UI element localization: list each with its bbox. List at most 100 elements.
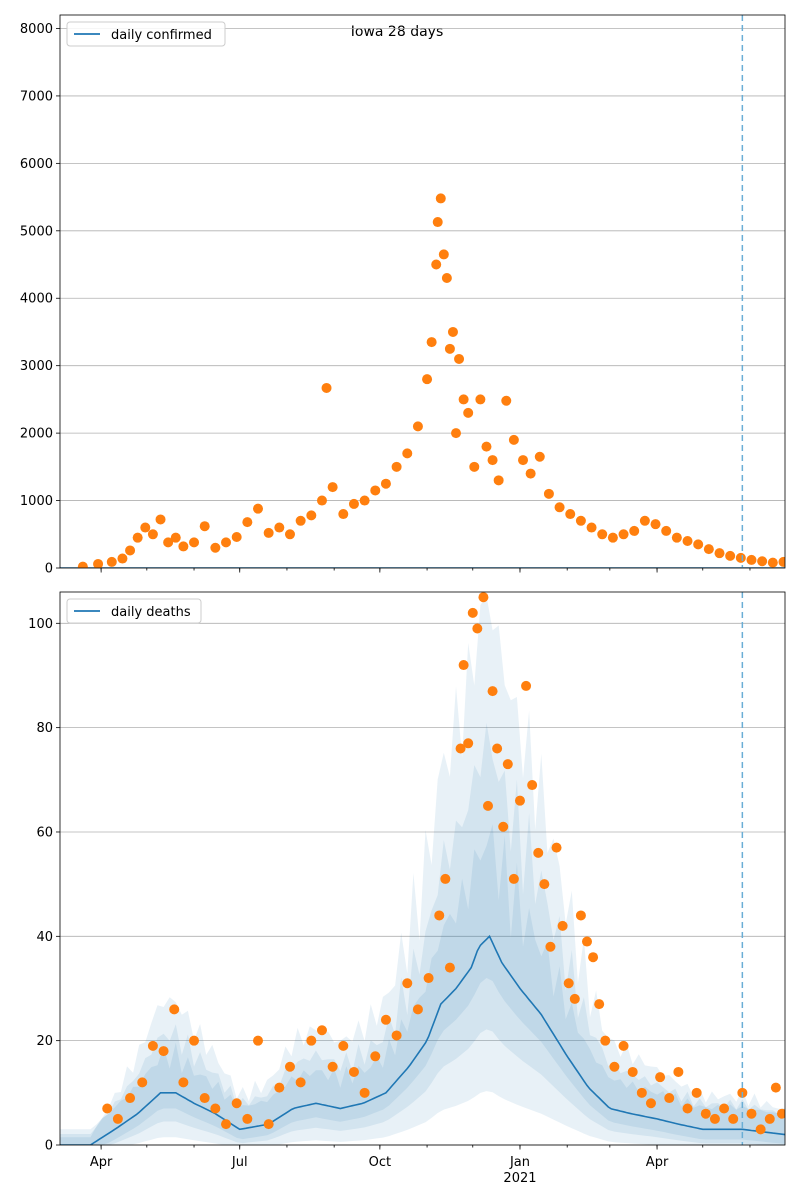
data-point [158,1046,169,1057]
data-point [728,1113,739,1124]
data-point [609,1061,620,1072]
data-point [455,743,466,754]
x-year-label: 2021 [503,1171,536,1186]
uncertainty-band [60,824,785,1145]
data-point [693,539,704,550]
uncertainty-band [60,722,785,1145]
data-point [441,273,452,284]
data-point [306,510,317,521]
y-tick-label: 1000 [20,494,53,509]
chart-title: Iowa 28 days [351,24,443,40]
data-point [242,517,253,528]
data-point [618,1040,629,1051]
data-point [554,502,565,513]
legend: daily deaths [66,598,202,624]
x-tick-label: Jul [231,1155,248,1170]
y-tick-label: 2000 [20,427,53,442]
data-point [274,522,285,533]
data-point [106,556,117,567]
data-point [527,780,538,791]
data-point [458,660,469,671]
data-point [682,536,693,547]
y-tick-label: 8000 [20,22,53,37]
y-tick-label: 40 [36,930,53,945]
data-point [402,448,413,459]
data-point [155,514,166,525]
legend: daily confirmed [66,21,226,47]
data-point [518,455,529,466]
data-point [521,680,532,691]
data-point [709,1113,720,1124]
data-point [645,1098,656,1109]
data-point [447,326,458,337]
data-point [423,973,434,984]
deaths-panel: 0 20 40 60 80 100 Apr Jul Oct Jan Apr 2021 daily dea… [28,591,786,1186]
data-point [514,795,525,806]
confirmed-panel: 0 1000 2000 3000 4000 5000 6000 7000 8000 daily c… [20,14,786,577]
data-point [569,993,580,1004]
data-point [627,1066,638,1077]
data-point [242,1113,253,1124]
data-point [600,1035,611,1046]
data-point [565,509,576,520]
data-point [703,544,714,555]
data-point [755,1124,766,1135]
data-point [359,1087,370,1098]
data-point [402,978,413,989]
data-point [125,1093,136,1104]
data-point [444,962,455,973]
y-tick-label: 100 [28,617,53,632]
data-point [501,395,512,406]
data-point [770,1082,781,1093]
data-point [210,1103,221,1114]
data-point [295,1077,306,1088]
data-point [380,478,391,489]
data-point [575,515,586,526]
data-point [682,1103,693,1114]
data-point [169,1004,180,1015]
data-point [316,495,327,506]
data-point [545,941,556,952]
data-point [764,1113,775,1124]
data-point [661,525,672,536]
data-point [767,557,778,568]
data-point [487,686,498,697]
data-point [231,1098,242,1109]
data-point [543,488,554,499]
data-point [422,374,433,385]
data-point [454,353,465,364]
data-point [412,1004,423,1015]
data-point [147,529,158,540]
data-point [525,468,536,479]
data-point [735,552,746,563]
data-point [137,1077,148,1088]
y-tick-label: 6000 [20,157,53,172]
data-point [102,1103,113,1114]
data-point [458,394,469,405]
data-point [467,607,478,618]
data-point [655,1072,666,1083]
data-point [327,1061,338,1072]
data-point [557,920,568,931]
data-point [502,759,513,770]
legend-label: daily deaths [111,605,191,620]
y-tick-label: 3000 [20,359,53,374]
data-point [581,936,592,947]
y-tick-label: 7000 [20,89,53,104]
data-point [295,515,306,526]
data-point [664,1093,675,1104]
data-point [463,407,474,418]
data-point [778,556,785,567]
data-point [508,873,519,884]
legend-label: daily confirmed [111,28,212,43]
data-point [199,521,210,532]
data-point [475,394,486,405]
data-point [700,1108,711,1119]
data-point [438,249,449,260]
y-tick-label: 80 [36,721,53,736]
legend-box [66,598,202,624]
data-point [112,1113,123,1124]
data-point [274,1082,285,1093]
plot-area [60,592,785,1145]
x-tick-label: Jan [509,1155,530,1170]
